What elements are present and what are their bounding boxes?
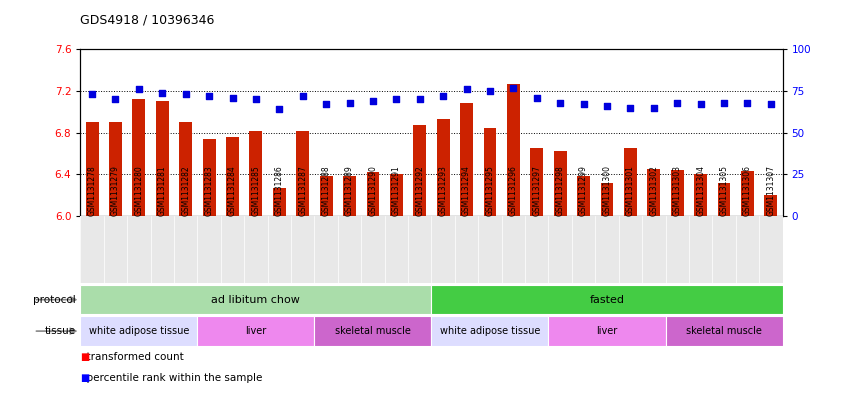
- Bar: [296, 130, 309, 216]
- Bar: [507, 84, 519, 216]
- Bar: [548, 316, 666, 346]
- Bar: [179, 122, 192, 216]
- Bar: [554, 151, 567, 216]
- Point: [179, 91, 193, 97]
- Point: [320, 101, 333, 107]
- Bar: [343, 176, 356, 216]
- Text: skeletal muscle: skeletal muscle: [335, 326, 411, 336]
- Bar: [390, 174, 403, 216]
- Point: [507, 84, 520, 91]
- Bar: [431, 285, 783, 314]
- Bar: [315, 316, 431, 346]
- Text: percentile rank within the sample: percentile rank within the sample: [80, 373, 263, 383]
- Point: [624, 105, 637, 111]
- Point: [389, 96, 404, 103]
- Bar: [133, 99, 146, 216]
- Bar: [437, 119, 449, 216]
- Point: [272, 106, 286, 112]
- Text: ad libitum chow: ad libitum chow: [212, 295, 300, 305]
- Point: [250, 96, 263, 103]
- Bar: [109, 122, 122, 216]
- Bar: [197, 316, 315, 346]
- Point: [601, 103, 614, 109]
- Text: ■: ■: [80, 373, 90, 383]
- Point: [437, 93, 450, 99]
- Text: protocol: protocol: [33, 295, 76, 305]
- Text: GDS4918 / 10396346: GDS4918 / 10396346: [80, 14, 215, 27]
- Bar: [671, 170, 684, 216]
- Bar: [624, 148, 637, 216]
- Point: [132, 86, 146, 92]
- Point: [741, 99, 755, 106]
- Text: fasted: fasted: [590, 295, 624, 305]
- Bar: [530, 148, 543, 216]
- Point: [296, 93, 310, 99]
- Text: transformed count: transformed count: [80, 352, 184, 362]
- Point: [694, 101, 707, 107]
- Bar: [250, 130, 262, 216]
- Point: [530, 94, 544, 101]
- Bar: [431, 316, 548, 346]
- Bar: [366, 172, 379, 216]
- Bar: [666, 316, 783, 346]
- Bar: [577, 176, 590, 216]
- Bar: [203, 139, 216, 216]
- Point: [343, 99, 356, 106]
- Point: [483, 88, 497, 94]
- Bar: [273, 188, 286, 216]
- Point: [366, 98, 380, 104]
- Text: skeletal muscle: skeletal muscle: [686, 326, 762, 336]
- Bar: [414, 125, 426, 216]
- Bar: [320, 176, 332, 216]
- Bar: [226, 137, 239, 216]
- Text: tissue: tissue: [45, 326, 76, 336]
- Bar: [80, 285, 431, 314]
- Text: white adipose tissue: white adipose tissue: [89, 326, 189, 336]
- Point: [764, 101, 777, 107]
- Point: [156, 90, 169, 96]
- Text: ■: ■: [80, 352, 90, 362]
- Bar: [80, 316, 197, 346]
- Bar: [156, 101, 168, 216]
- Point: [460, 86, 474, 92]
- Bar: [484, 129, 497, 216]
- Point: [553, 99, 567, 106]
- Point: [670, 99, 684, 106]
- Point: [413, 96, 426, 103]
- Bar: [741, 171, 754, 216]
- Bar: [695, 174, 707, 216]
- Text: liver: liver: [596, 326, 618, 336]
- Point: [577, 101, 591, 107]
- Bar: [765, 195, 777, 216]
- Point: [226, 94, 239, 101]
- Point: [108, 96, 123, 103]
- Bar: [717, 183, 730, 216]
- Text: white adipose tissue: white adipose tissue: [440, 326, 540, 336]
- Bar: [460, 103, 473, 216]
- Text: liver: liver: [245, 326, 266, 336]
- Point: [85, 91, 99, 97]
- Bar: [85, 122, 98, 216]
- Point: [647, 105, 661, 111]
- Bar: [601, 183, 613, 216]
- Point: [202, 93, 216, 99]
- Point: [717, 99, 731, 106]
- Bar: [647, 169, 660, 216]
